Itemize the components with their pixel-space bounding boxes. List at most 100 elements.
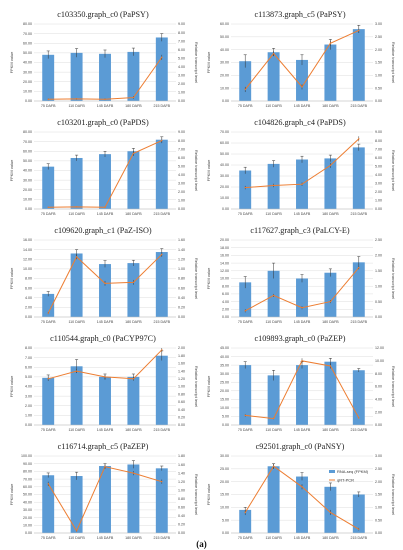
bar <box>99 53 111 101</box>
x-tick-label: 145 DAFB <box>294 428 311 432</box>
bar <box>42 293 55 317</box>
chart-title: c109893.graph_c0 (PaZEP) <box>255 334 346 343</box>
y-tick-label: 40.00 <box>220 48 229 52</box>
x-tick-label: 145 DAFB <box>97 212 114 216</box>
y-tick-label: 0.00 <box>222 315 229 319</box>
y-tick-label: 25.00 <box>220 380 229 384</box>
x-tick-label: 110 DAFB <box>265 104 282 108</box>
x-tick-label: 145 DAFB <box>97 536 114 540</box>
y2-tick-label: 0.00 <box>178 99 185 103</box>
y-tick-label: 5.00 <box>25 375 32 379</box>
y2-tick-label: 0.00 <box>375 531 382 535</box>
y2-tick-label: 0.00 <box>178 315 185 319</box>
bar <box>239 170 252 209</box>
line-point <box>104 98 106 100</box>
y2-tick-label: 0.00 <box>375 423 382 427</box>
y-tick-label: 90.00 <box>23 462 32 466</box>
x-tick-label: 215 DAFB <box>154 212 171 216</box>
y2-axis-label: Relative transcript level <box>391 366 396 407</box>
y2-axis-label: Relative transcript level <box>194 42 199 83</box>
y2-tick-label: 8.00 <box>178 139 185 143</box>
line-point <box>47 483 49 485</box>
y2-tick-label: 0.60 <box>178 286 185 290</box>
y2-tick-label: 2.00 <box>375 190 382 194</box>
x-tick-label: 110 DAFB <box>68 104 85 108</box>
bar <box>239 365 252 425</box>
y2-tick-label: 1.00 <box>178 385 185 389</box>
bar <box>70 157 83 209</box>
y2-tick-label: 1.00 <box>375 74 382 78</box>
y2-tick-label: 4.00 <box>178 65 185 69</box>
x-tick-label: 75 DAFB <box>238 428 253 432</box>
line-point <box>272 294 275 297</box>
y2-tick-label: 1.20 <box>178 377 185 381</box>
x-tick-label: 180 DAFB <box>125 536 142 540</box>
y-axis-label: FPKM value <box>206 51 211 74</box>
y2-tick-label: 0.80 <box>178 277 185 281</box>
y-tick-label: 35.00 <box>220 363 229 367</box>
y2-tick-label: 2.50 <box>375 238 382 242</box>
y-tick-label: 30.00 <box>220 61 229 65</box>
x-tick-label: 75 DAFB <box>41 320 56 324</box>
y2-tick-label: 2.00 <box>178 346 185 350</box>
x-tick-label: 180 DAFB <box>322 428 339 432</box>
bar <box>127 263 140 317</box>
x-tick-label: 110 DAFB <box>265 212 282 216</box>
y2-tick-label: 9.00 <box>178 130 185 134</box>
y-tick-label: 10.00 <box>220 277 229 281</box>
y2-tick-label: 1.80 <box>178 454 185 458</box>
y2-tick-label: 0.60 <box>178 506 185 510</box>
y-tick-label: 50.00 <box>23 159 32 163</box>
y2-tick-label: 9.00 <box>375 130 382 134</box>
y2-tick-label: 6.00 <box>178 48 185 52</box>
line-point <box>358 29 360 32</box>
line-point <box>47 98 49 100</box>
y2-tick-label: 4.00 <box>178 173 185 177</box>
line-point <box>161 253 163 256</box>
y-tick-label: 50.00 <box>23 493 32 497</box>
line-point <box>75 530 78 532</box>
y-tick-label: 10.00 <box>23 90 32 94</box>
y-tick-label: 20.00 <box>220 389 229 393</box>
y-tick-label: 12.00 <box>220 269 229 273</box>
y-tick-label: 1.00 <box>25 414 32 418</box>
y-tick-label: 20.00 <box>23 80 32 84</box>
y-tick-label: 40.00 <box>220 355 229 359</box>
y-tick-label: 50.00 <box>23 51 32 55</box>
y-tick-label: 60.00 <box>220 22 229 26</box>
x-tick-label: 145 DAFB <box>97 428 114 432</box>
x-tick-label: 75 DAFB <box>41 428 56 432</box>
bar <box>155 252 168 317</box>
y-tick-label: 0.00 <box>222 207 229 211</box>
bar <box>296 59 308 101</box>
x-tick-label: 110 DAFB <box>68 536 85 540</box>
y-tick-label: 20.00 <box>220 185 229 189</box>
y-tick-label: 14.00 <box>23 248 32 252</box>
y2-tick-label: 1.00 <box>178 488 185 492</box>
y-tick-label: 30.00 <box>23 178 32 182</box>
x-tick-label: 215 DAFB <box>154 104 171 108</box>
y2-tick-label: 8.00 <box>375 139 382 143</box>
y-tick-label: 0.00 <box>25 315 32 319</box>
y2-tick-label: 4.00 <box>375 173 382 177</box>
y2-tick-label: 0.00 <box>375 207 382 211</box>
chart-title: c113873.graph_c5 (PaPSY) <box>254 10 345 19</box>
y2-tick-label: 0.80 <box>178 497 185 501</box>
y2-tick-label: 1.60 <box>178 463 185 467</box>
bar <box>352 494 365 533</box>
line-point <box>358 528 360 530</box>
x-tick-label: 75 DAFB <box>238 536 253 540</box>
line-point <box>132 152 135 155</box>
y2-tick-label: 10.00 <box>375 359 384 363</box>
y2-axis-label: Relative transcript level <box>391 42 396 83</box>
chart-title: c104826.graph_c4 (PaPDS) <box>254 118 346 127</box>
y2-tick-label: 3.00 <box>375 454 382 458</box>
chart-panel-5: c109620.graph_c1 (PaZ-ISO) 0.00 2.00 4.00 6.… <box>9 226 199 324</box>
y2-axis-label: Relative transcript level <box>194 258 199 299</box>
y-tick-label: 5.00 <box>222 518 229 522</box>
y2-tick-label: 7.00 <box>178 147 185 151</box>
bar <box>42 475 55 533</box>
bar <box>324 361 337 425</box>
bar <box>324 158 337 209</box>
